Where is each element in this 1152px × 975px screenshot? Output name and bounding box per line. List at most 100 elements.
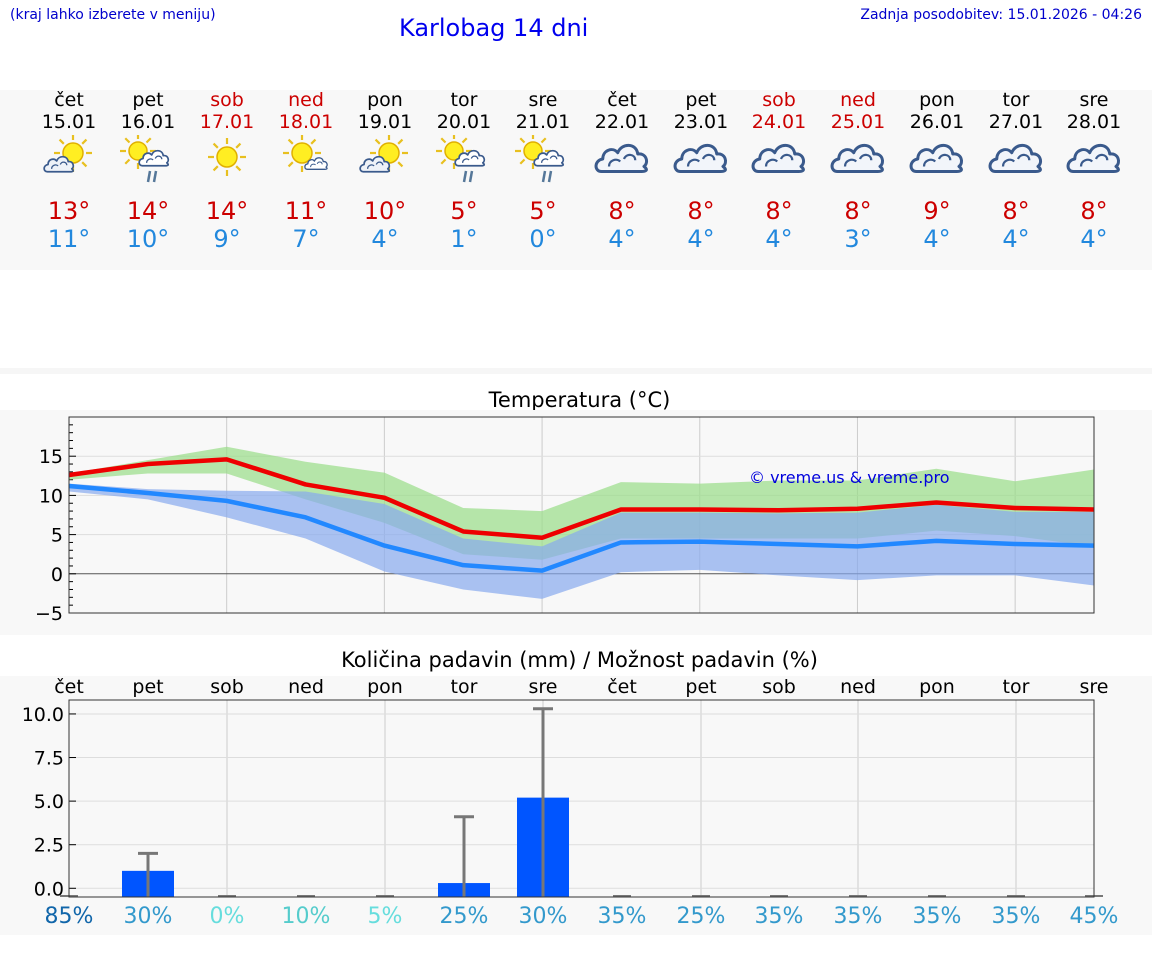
y-tick-label: −5: [35, 603, 63, 625]
max-temperature: 11°: [284, 197, 328, 225]
precipitation-probability: 0%: [209, 904, 245, 929]
day-date: 24.01: [751, 111, 807, 133]
watermark: © vreme.us & vreme.pro: [749, 468, 950, 487]
precipitation-chart-title: Količina padavin (mm) / Možnost padavin …: [341, 648, 818, 672]
y-tick-label: 2.5: [34, 835, 64, 857]
day-label: čet: [607, 676, 637, 698]
day-date: 16.01: [120, 111, 176, 133]
temperature-chart-title: Temperatura (°C): [488, 388, 671, 412]
day-label: pet: [132, 676, 163, 698]
day-date: 18.01: [278, 111, 334, 133]
sun-icon: [208, 138, 246, 176]
day-column: pon 26.01 9° 4°: [892, 89, 982, 253]
max-temperature: 8°: [844, 197, 872, 225]
max-temperature: 10°: [363, 197, 407, 225]
precipitation-probability: 85%: [44, 904, 94, 929]
y-tick-label: 10.0: [22, 704, 64, 726]
day-label: sre: [1080, 676, 1109, 698]
max-temperature: 13°: [47, 197, 91, 225]
cloudy-icon: [988, 143, 1043, 173]
day-name: sre: [528, 89, 558, 111]
max-temperature-line: [68, 457, 1095, 540]
min-temperature-line: [68, 483, 1095, 573]
plot-frame: [68, 416, 1095, 614]
cloudy-icon: [594, 143, 649, 173]
day-date: 19.01: [357, 111, 413, 133]
min-temperature: 3°: [844, 225, 872, 253]
min-temperature: 4°: [608, 225, 636, 253]
day-date: 23.01: [673, 111, 729, 133]
y-tick-label: 0: [51, 564, 63, 586]
day-label: pet: [685, 676, 716, 698]
min-temperature: 4°: [1002, 225, 1030, 253]
min-temperature: 4°: [371, 225, 399, 253]
precipitation-probability: 30%: [123, 904, 173, 929]
y-tick-label: 0.0: [34, 878, 64, 900]
sun-behind-cloud-icon: [359, 135, 408, 173]
max-temperature: 8°: [687, 197, 715, 225]
min-temperature: 4°: [765, 225, 793, 253]
day-date: 25.01: [830, 111, 886, 133]
day-name: pon: [367, 89, 403, 111]
max-temperature: 14°: [126, 197, 170, 225]
cloudy-icon: [673, 143, 728, 173]
day-column: ned 18.01 11° 7°: [261, 89, 351, 253]
sun-cloud-rain-icon: [120, 135, 170, 183]
day-name: sob: [762, 89, 796, 111]
day-column: sre 28.01 8° 4°: [1049, 89, 1139, 253]
day-column: pet 23.01 8° 4°: [656, 89, 746, 253]
min-temperature: 9°: [213, 225, 241, 253]
day-date: 15.01: [41, 111, 97, 133]
precipitation-probability: 35%: [912, 904, 962, 929]
precipitation-chart: 0.0 2.5 5.0 7.5 10.0 čet pet sob ned pon tor sre čet…: [22, 676, 1109, 900]
max-temperature: 8°: [608, 197, 636, 225]
min-temperature: 4°: [687, 225, 715, 253]
precipitation-probability: 25%: [439, 904, 489, 929]
max-temperature: 8°: [1002, 197, 1030, 225]
forecast-strip: [0, 90, 1152, 270]
day-name: ned: [840, 89, 876, 111]
sun-small-cloud-icon: [283, 135, 328, 172]
sun-cloud-rain-icon: [515, 135, 565, 183]
min-temperature: 0°: [529, 225, 557, 253]
day-label: pon: [919, 676, 955, 698]
day-label: sob: [762, 676, 796, 698]
day-label: tor: [1003, 676, 1030, 698]
precipitation-probability: 35%: [754, 904, 804, 929]
day-column: tor 27.01 8° 4°: [971, 89, 1061, 253]
day-label: ned: [840, 676, 876, 698]
precipitation-probability: 5%: [367, 904, 403, 929]
cloudy-icon: [830, 143, 885, 173]
min-temperature: 11°: [47, 225, 91, 253]
day-name: čet: [54, 89, 84, 111]
day-name: ned: [288, 89, 324, 111]
precipitation-probability: 35%: [833, 904, 883, 929]
day-column: čet 22.01 8° 4°: [577, 89, 667, 253]
day-date: 26.01: [909, 111, 965, 133]
day-name: pet: [132, 89, 164, 111]
min-temperature: 1°: [450, 225, 478, 253]
sun-cloud-rain-icon: [436, 135, 486, 183]
min-range-band: [69, 483, 1094, 599]
day-date: 17.01: [199, 111, 255, 133]
day-label: tor: [451, 676, 478, 698]
day-date: 28.01: [1066, 111, 1122, 133]
min-temperature: 7°: [292, 225, 320, 253]
day-name: pet: [685, 89, 717, 111]
min-temperature: 10°: [126, 225, 170, 253]
plot-area: [69, 700, 1094, 897]
day-column: čet 15.01 13° 11°: [24, 89, 114, 253]
cloudy-icon: [751, 143, 806, 173]
day-name: pon: [919, 89, 955, 111]
day-date: 20.01: [436, 111, 492, 133]
sun-behind-cloud-icon: [43, 135, 92, 173]
day-label: čet: [54, 676, 84, 698]
precipitation-probability: 35%: [991, 904, 1041, 929]
page-title: Karlobag 14 dni: [399, 14, 589, 42]
max-temperature: 14°: [205, 197, 249, 225]
day-name: sob: [210, 89, 244, 111]
precipitation-probability: 35%: [597, 904, 647, 929]
min-temperature: 4°: [1080, 225, 1108, 253]
day-column: pon 19.01 10° 4°: [340, 89, 430, 253]
day-date: 27.01: [988, 111, 1044, 133]
